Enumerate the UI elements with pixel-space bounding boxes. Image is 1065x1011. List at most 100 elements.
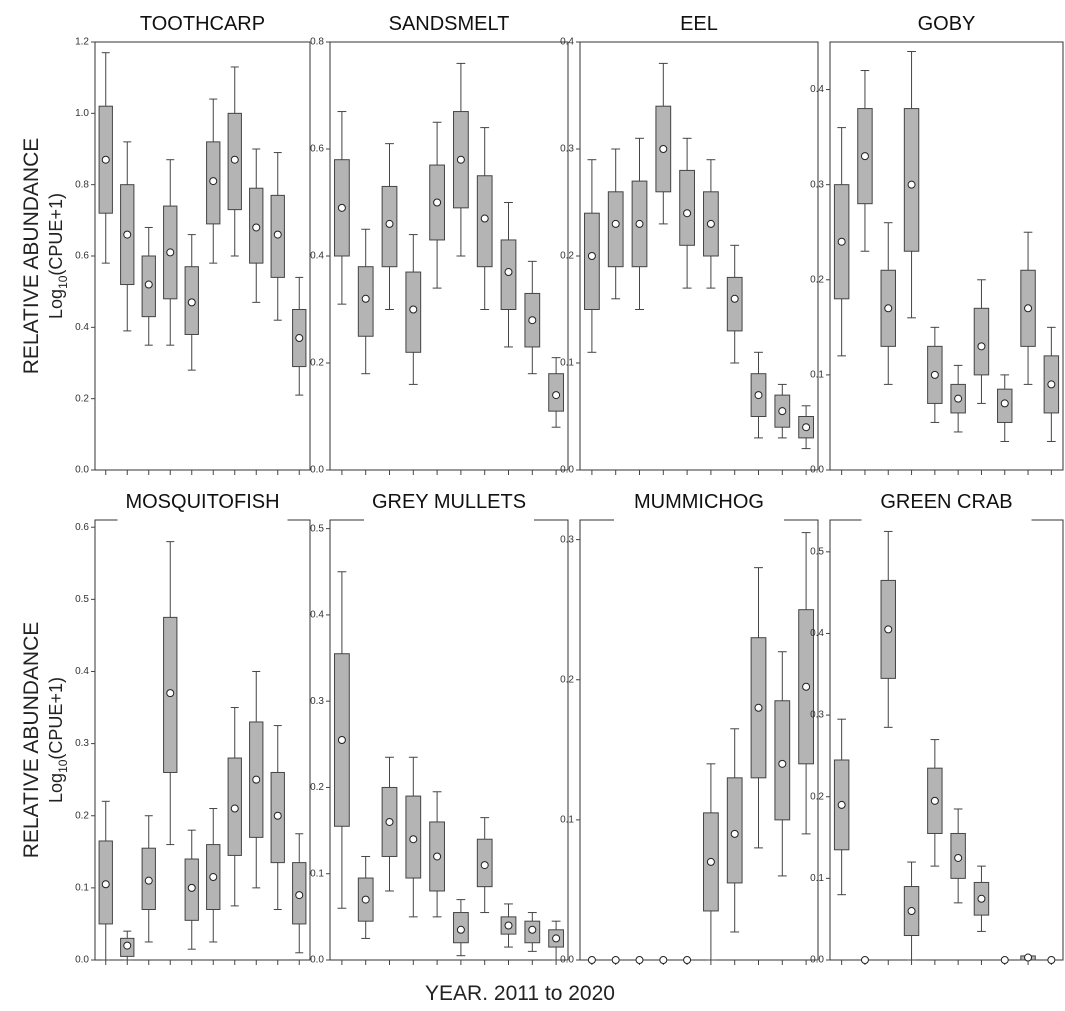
unit-rest: (CPUE+1) <box>46 193 66 276</box>
mean-dot <box>802 682 811 691</box>
mean-dot <box>611 219 620 228</box>
mean-dot <box>659 956 668 964</box>
mean-dot <box>123 941 132 950</box>
mean-dot <box>295 334 304 343</box>
y-tick-label: 0.0 <box>560 955 574 966</box>
y-tick-label: 0.0 <box>310 465 324 476</box>
mean-dot <box>730 829 739 838</box>
mean-dot <box>480 861 489 870</box>
mean-dot <box>778 407 787 416</box>
panel-title: MOSQUITOFISH <box>125 491 279 513</box>
mean-dot <box>954 853 963 862</box>
unit-rest: (CPUE+1) <box>46 677 66 760</box>
y-tick-label: 0.5 <box>810 546 824 557</box>
mean-dot <box>144 280 153 289</box>
y-tick-label: 0.3 <box>560 144 574 155</box>
y-tick-label: 1.0 <box>75 108 89 119</box>
y-tick-label: 0.1 <box>560 815 574 826</box>
panel-title: GOBY <box>918 13 976 35</box>
y-tick-label: 0.8 <box>310 37 324 48</box>
mean-dot <box>884 304 893 313</box>
y-tick-label: 0.2 <box>310 782 324 793</box>
mean-dot <box>230 155 239 164</box>
title-backdrop <box>117 506 288 526</box>
mean-dot <box>528 925 537 934</box>
y-tick-label: 0.5 <box>310 523 324 534</box>
mean-dot <box>504 268 513 277</box>
y-tick-label: 0.6 <box>310 144 324 155</box>
mean-dot <box>187 298 196 307</box>
mean-dot <box>409 835 418 844</box>
mean-dot <box>385 817 394 826</box>
mean-dot <box>252 223 261 232</box>
mean-dot <box>552 391 561 400</box>
mean-dot <box>683 209 692 218</box>
x-axis-label: YEAR. 2011 to 2020 <box>425 982 615 1005</box>
y-tick-label: 0.0 <box>560 465 574 476</box>
box <box>973 307 990 376</box>
unit-sub: 10 <box>56 759 70 773</box>
mean-dot <box>273 230 282 239</box>
mean-dot <box>837 237 846 246</box>
y-tick-label: 0.4 <box>560 37 574 48</box>
mean-dot <box>1000 399 1009 408</box>
y-tick-label: 0.2 <box>75 393 89 404</box>
panel-frame <box>829 41 1064 471</box>
mean-dot <box>907 180 916 189</box>
y-axis-unit: Log10(CPUE+1) <box>46 677 70 803</box>
mean-dot <box>1047 380 1056 389</box>
y-tick-label: 0.2 <box>310 358 324 369</box>
unit-base: Log <box>46 773 66 803</box>
y-tick-label: 0.3 <box>75 738 89 749</box>
mean-dot <box>930 370 939 379</box>
y-axis-label: RELATIVE ABUNDANCE <box>20 622 43 859</box>
mean-dot <box>209 177 218 186</box>
y-tick-label: 0.6 <box>75 522 89 533</box>
mean-dot <box>659 145 668 153</box>
mean-dot <box>230 804 239 813</box>
y-tick-label: 0.4 <box>75 322 89 333</box>
panel-title: GREY MULLETS <box>372 491 526 513</box>
mean-dot <box>361 294 370 303</box>
mean-dot <box>337 203 346 212</box>
mean-dot <box>361 895 370 904</box>
mean-dot <box>409 305 418 314</box>
mean-dot <box>123 230 132 239</box>
mean-dot <box>730 294 739 303</box>
y-tick-label: 0.1 <box>75 883 89 894</box>
box <box>726 276 743 332</box>
mean-dot <box>480 214 489 223</box>
unit-sub: 10 <box>56 275 70 289</box>
mean-dot <box>209 873 218 882</box>
mean-dot <box>166 689 175 698</box>
mean-dot <box>337 736 346 744</box>
mean-dot <box>778 759 787 768</box>
mean-dot <box>977 894 986 903</box>
mean-dot <box>433 198 442 207</box>
mean-dot <box>587 956 596 964</box>
y-tick-label: 0.3 <box>810 179 824 190</box>
box <box>679 169 695 246</box>
y-tick-label: 0.5 <box>75 594 89 605</box>
y-tick-label: 0.0 <box>75 955 89 966</box>
mean-dot <box>907 907 916 916</box>
mean-dot <box>884 625 893 634</box>
mean-dot <box>1024 304 1033 313</box>
mean-dot <box>101 880 110 889</box>
y-tick-label: 0.2 <box>560 251 574 262</box>
y-tick-label: 1.2 <box>75 37 89 48</box>
mean-dot <box>754 703 763 712</box>
mean-dot <box>860 152 869 161</box>
y-tick-label: 0.1 <box>310 868 324 879</box>
unit-base: Log <box>46 289 66 319</box>
panel-title: TOOTHCARP <box>140 13 265 35</box>
mean-dot <box>930 796 939 805</box>
y-tick-label: 0.4 <box>810 628 824 639</box>
panel-title: GREEN CRAB <box>880 491 1012 513</box>
y-tick-label: 0.2 <box>75 810 89 821</box>
y-tick-label: 0.2 <box>560 674 574 685</box>
mean-dot <box>433 852 442 861</box>
mean-dot <box>504 921 513 930</box>
mean-dot <box>385 219 394 228</box>
